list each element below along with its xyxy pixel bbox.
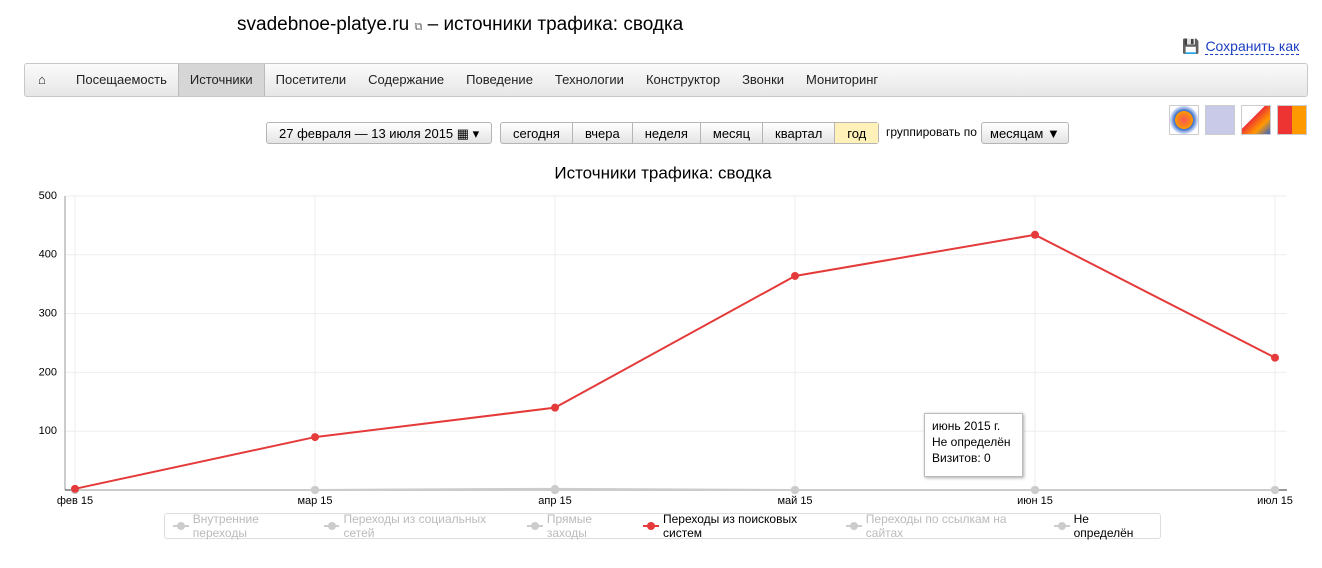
legend-item[interactable]: Внутренние переходы xyxy=(173,512,315,540)
chart-type-pie[interactable] xyxy=(1169,105,1199,135)
period-button[interactable]: год xyxy=(835,123,879,143)
x-tick-label: фев 15 xyxy=(57,495,93,507)
chart: Источники трафика: сводка 100 200 300 400 50… xyxy=(39,163,1293,507)
data-point xyxy=(311,433,319,442)
legend-item[interactable]: Переходы по ссылкам на сайтах xyxy=(845,512,1045,540)
legend-swatch xyxy=(527,522,543,530)
nav-item[interactable]: Звонки xyxy=(742,72,785,87)
nav-item[interactable]: Посещаемость xyxy=(76,72,167,87)
legend-item[interactable]: Не определён xyxy=(1053,512,1151,540)
nav-item[interactable]: Содержание xyxy=(368,72,445,87)
x-tick-label: июн 15 xyxy=(1017,495,1053,507)
group-label: группировать по xyxy=(886,125,977,139)
y-tick-label: 300 xyxy=(39,308,57,320)
page-title: – источники трафика: сводка xyxy=(427,14,684,35)
period-button[interactable]: вчера xyxy=(573,123,633,143)
legend-item[interactable]: Прямые заходы xyxy=(527,512,634,540)
legend-label: Переходы по ссылкам на сайтах xyxy=(865,512,1007,540)
legend-item[interactable]: Переходы из поисковых систем xyxy=(643,512,837,540)
data-point xyxy=(551,486,559,494)
period-button[interactable]: сегодня xyxy=(501,123,573,143)
group-value: месяцам xyxy=(990,126,1044,141)
legend-swatch xyxy=(173,522,189,530)
data-point xyxy=(1271,353,1279,362)
nav-item[interactable]: Конструктор xyxy=(645,72,721,87)
date-picker[interactable]: 27 февраля — 13 июля 2015 ▦ ▾ xyxy=(266,122,493,144)
tooltip-date: июнь 2015 г. xyxy=(932,419,1001,433)
data-point xyxy=(311,486,319,494)
data-point xyxy=(71,484,79,493)
data-point xyxy=(1031,486,1039,494)
nav-item[interactable]: Поведение xyxy=(466,72,533,87)
x-tick-label: июл 15 xyxy=(1257,495,1293,507)
save-as[interactable]: 💾 Сохранить как xyxy=(1182,38,1300,55)
legend-label: Внутренние переходы xyxy=(192,512,259,540)
period-button[interactable]: квартал xyxy=(763,123,836,143)
legend-swatch xyxy=(323,522,340,530)
date-range: 27 февраля — 13 июля 2015 xyxy=(279,126,454,141)
chart-title: Источники трафика: сводка xyxy=(554,163,772,182)
y-tick-label: 200 xyxy=(39,366,57,378)
nav-home[interactable]: ⌂ xyxy=(38,72,46,87)
period-button[interactable]: неделя xyxy=(633,123,701,143)
data-point xyxy=(551,403,559,412)
data-point xyxy=(1271,486,1279,494)
group-select[interactable]: месяцам ▼ xyxy=(981,122,1069,144)
y-tick-label: 400 xyxy=(39,249,57,261)
nav-item[interactable]: Мониторинг xyxy=(806,72,879,87)
chart-type-line[interactable] xyxy=(1205,105,1235,135)
x-tick-label: мар 15 xyxy=(297,495,332,507)
legend-label: Переходы из социальных сетей xyxy=(343,512,487,540)
data-point xyxy=(791,271,799,280)
legend-item[interactable]: Переходы из социальных сетей xyxy=(323,512,518,540)
legend-label: Прямые заходы xyxy=(546,512,593,540)
y-tick-label: 100 xyxy=(39,425,57,437)
nav-item[interactable]: Посетители xyxy=(275,72,347,87)
site-name: svadebnoe-platye.ru xyxy=(237,14,410,35)
nav-item[interactable]: Технологии xyxy=(554,72,624,87)
legend-label: Не определён xyxy=(1073,512,1134,540)
x-tick-label: апр 15 xyxy=(538,495,571,507)
chart-type-area[interactable] xyxy=(1241,105,1271,135)
y-tick-label: 500 xyxy=(39,190,57,202)
site-icon[interactable]: ⧉ xyxy=(414,21,423,33)
period-button[interactable]: месяц xyxy=(701,123,764,143)
data-point xyxy=(1031,230,1039,239)
chart-type-bar[interactable] xyxy=(1277,105,1307,135)
series-line xyxy=(74,233,1276,490)
page-header: svadebnoe-platye.ru ⧉ – источники трафик… xyxy=(237,14,683,36)
tooltip-value: Визитов: 0 xyxy=(932,451,991,465)
nav-item[interactable]: Источники xyxy=(177,64,265,96)
legend-swatch xyxy=(845,522,862,530)
data-point xyxy=(791,486,799,494)
legend-swatch xyxy=(1053,522,1070,530)
save-as-link[interactable]: Сохранить как xyxy=(1205,38,1300,55)
period-buttons: сегодня вчера неделя месяц квартал год xyxy=(500,122,880,144)
legend: Внутренние переходы Переходы из социальны… xyxy=(164,512,1161,540)
x-tick-label: май 15 xyxy=(777,495,812,507)
nav-bar: ⌂ Посещаемость Источники Посетители Соде… xyxy=(24,63,1308,97)
tooltip-series: Не определён xyxy=(932,435,1011,449)
tooltip: июнь 2015 г. Не определён Визитов: 0 xyxy=(924,413,1023,477)
legend-swatch xyxy=(643,522,659,530)
legend-label: Переходы из поисковых систем xyxy=(663,512,798,540)
